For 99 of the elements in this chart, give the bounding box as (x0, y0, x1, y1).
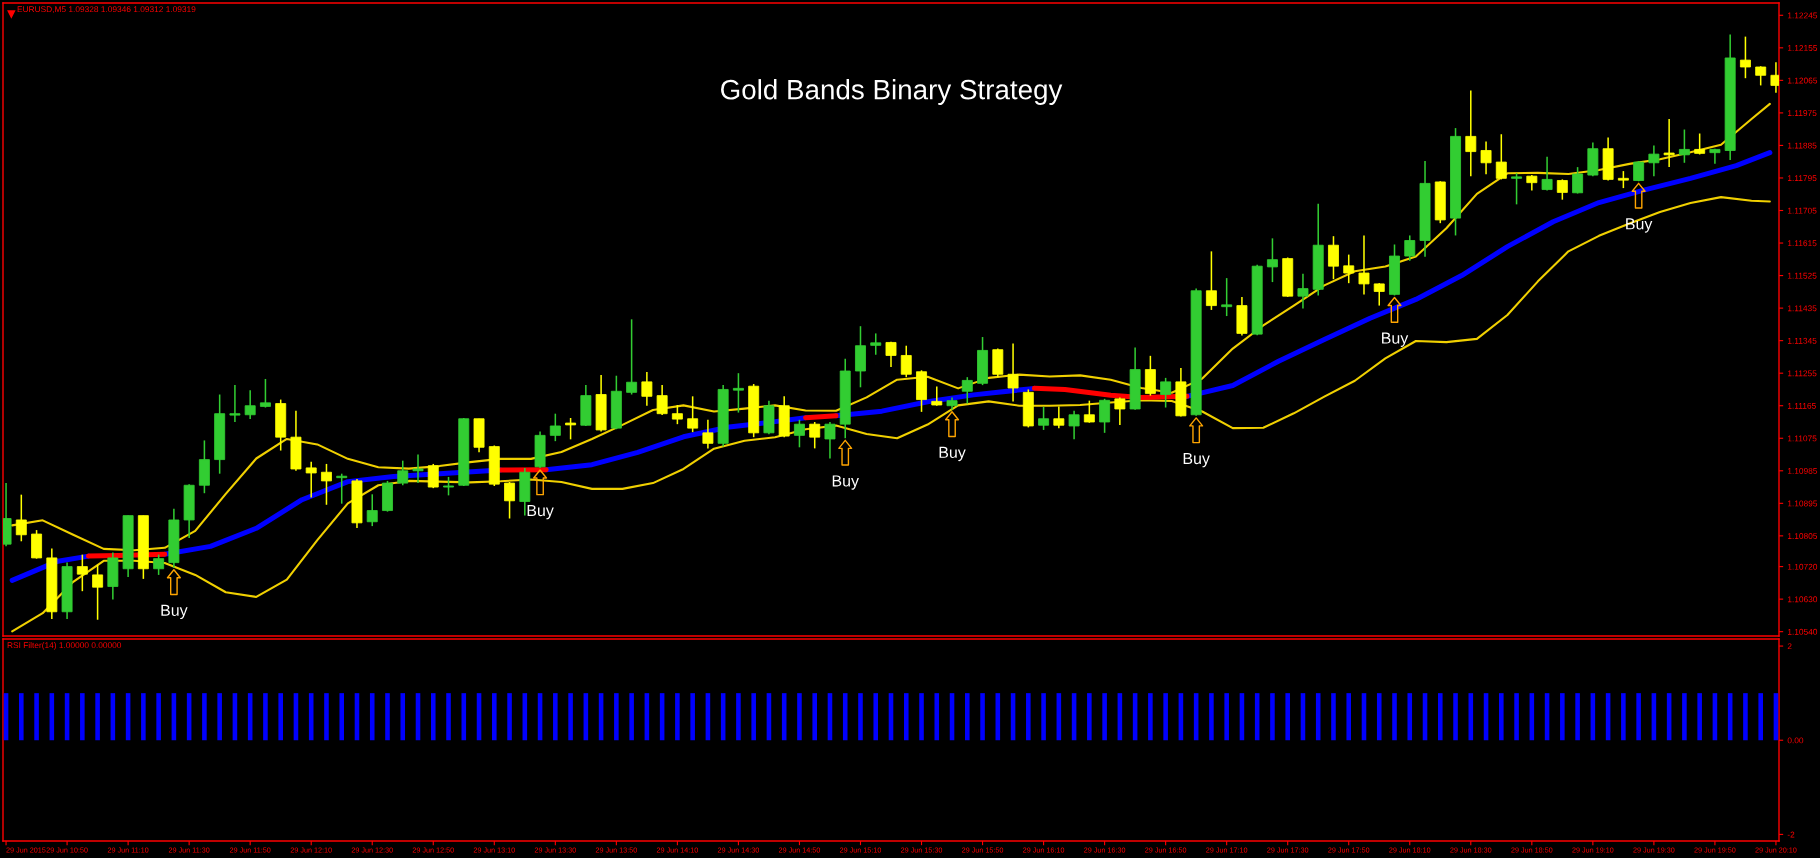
candlestick (702, 419, 714, 450)
y-tick-label: 1.10895 (1787, 500, 1818, 507)
candlestick (1480, 140, 1492, 176)
y-tick-label: 1.11165 (1787, 402, 1816, 409)
candlestick (1404, 234, 1416, 262)
candlestick (1511, 172, 1523, 206)
candlestick (76, 553, 88, 592)
y-tick-label: 1.12155 (1787, 45, 1818, 51)
annotation: Buy (939, 446, 966, 462)
candlestick (92, 564, 104, 621)
y-tick-label: 1.11075 (1787, 435, 1817, 442)
y-tick-label: 1.10805 (1787, 533, 1818, 539)
candlestick (1572, 166, 1584, 195)
y-tick-label: 1.11705 (1787, 207, 1817, 214)
candlestick (1328, 235, 1339, 280)
candlestick (1099, 398, 1111, 434)
candlestick (427, 463, 439, 489)
candlestick (1709, 147, 1721, 165)
candlestick (671, 404, 683, 425)
y-tick-label: 1.11435 (1787, 305, 1817, 312)
candlestick (809, 421, 821, 450)
y-tick-label: 1.10720 (1787, 563, 1818, 570)
candlestick (885, 340, 897, 368)
candlestick (1007, 342, 1019, 403)
candlestick (1297, 273, 1309, 310)
candlestick (305, 460, 317, 499)
candlestick (504, 481, 516, 520)
annotation: EURUSD,M5 1.09328 1.09346 1.09312 1.09319 (17, 6, 196, 14)
y-tick-label: 0.00 (1787, 737, 1804, 744)
annotation: Buy (527, 505, 554, 520)
candlestick (1205, 250, 1217, 311)
candlestick (1083, 399, 1095, 424)
candlestick (443, 476, 454, 497)
candlestick (1373, 282, 1385, 307)
candlestick (1068, 410, 1080, 441)
y-tick-label: 1.11345 (1787, 337, 1817, 344)
candlestick (1221, 277, 1233, 317)
y-tick-label: 2 (1787, 643, 1792, 650)
y-tick-label: 1.11885 (1787, 142, 1817, 149)
candlestick (1343, 253, 1355, 284)
annotation: Buy (1382, 332, 1409, 347)
candlestick (1038, 406, 1050, 431)
y-tick-label: 1.10985 (1787, 467, 1818, 474)
candlestick (641, 371, 653, 407)
candlestick (1465, 89, 1477, 177)
candlestick (565, 417, 577, 441)
candlestick (1678, 128, 1690, 164)
candlestick (1755, 65, 1767, 87)
y-tick-label: 1.11255 (1787, 370, 1817, 377)
candlestick (31, 529, 43, 560)
candlestick (1541, 155, 1553, 192)
candlestick (961, 376, 973, 405)
candlestick (626, 318, 638, 396)
candlestick (1663, 118, 1675, 168)
candlestick (1144, 355, 1156, 397)
candlestick (824, 421, 836, 460)
candlestick (321, 463, 332, 506)
candlestick (153, 553, 165, 576)
candlestick (259, 378, 271, 409)
candlestick (870, 332, 882, 356)
candlestick (656, 384, 668, 416)
candlestick (1556, 178, 1568, 201)
line-series (11, 196, 1771, 633)
y-tick-label: 1.11795 (1787, 175, 1817, 182)
candlestick (229, 384, 241, 423)
y-tick-label: 1.11525 (1787, 272, 1817, 279)
candlestick (1114, 396, 1126, 426)
candlestick (15, 493, 27, 543)
y-tick-label: 1.10630 (1787, 596, 1818, 603)
annotation: Buy (832, 475, 859, 490)
candlestick (1160, 377, 1172, 409)
candlestick (1358, 234, 1370, 296)
candlestick (1053, 405, 1065, 429)
candlestick (412, 453, 424, 484)
text: Gold Bands Binary Strategy (721, 79, 1063, 105)
annotation: Buy (161, 604, 188, 620)
candlestick (336, 472, 348, 505)
candlestick (900, 344, 912, 378)
y-tick-label: -2 (1787, 831, 1795, 838)
candlestick (549, 412, 561, 442)
candlestick (1648, 144, 1660, 177)
y-tick-label: 1.11975 (1787, 110, 1817, 116)
candlestick (1495, 133, 1507, 181)
y-tick-label: 1.11615 (1787, 240, 1817, 247)
y-tick-label: 1.12065 (1787, 77, 1818, 84)
candlestick (366, 493, 378, 527)
candlestick (794, 419, 805, 449)
annotation: RSI Filter(14) 1.00000 0.00000 (7, 642, 122, 650)
candlestick (397, 459, 409, 487)
candlestick (244, 389, 256, 420)
y-tick-label: 1.12245 (1787, 12, 1818, 19)
annotation: Buy (1183, 452, 1210, 468)
candlestick (1739, 35, 1751, 79)
candlestick (732, 372, 744, 414)
candlestick (931, 385, 943, 407)
candlestick (1266, 237, 1278, 283)
candlestick (687, 395, 699, 433)
annotation: Buy (1626, 218, 1653, 233)
y-tick-label: 1.10540 (1787, 628, 1818, 635)
